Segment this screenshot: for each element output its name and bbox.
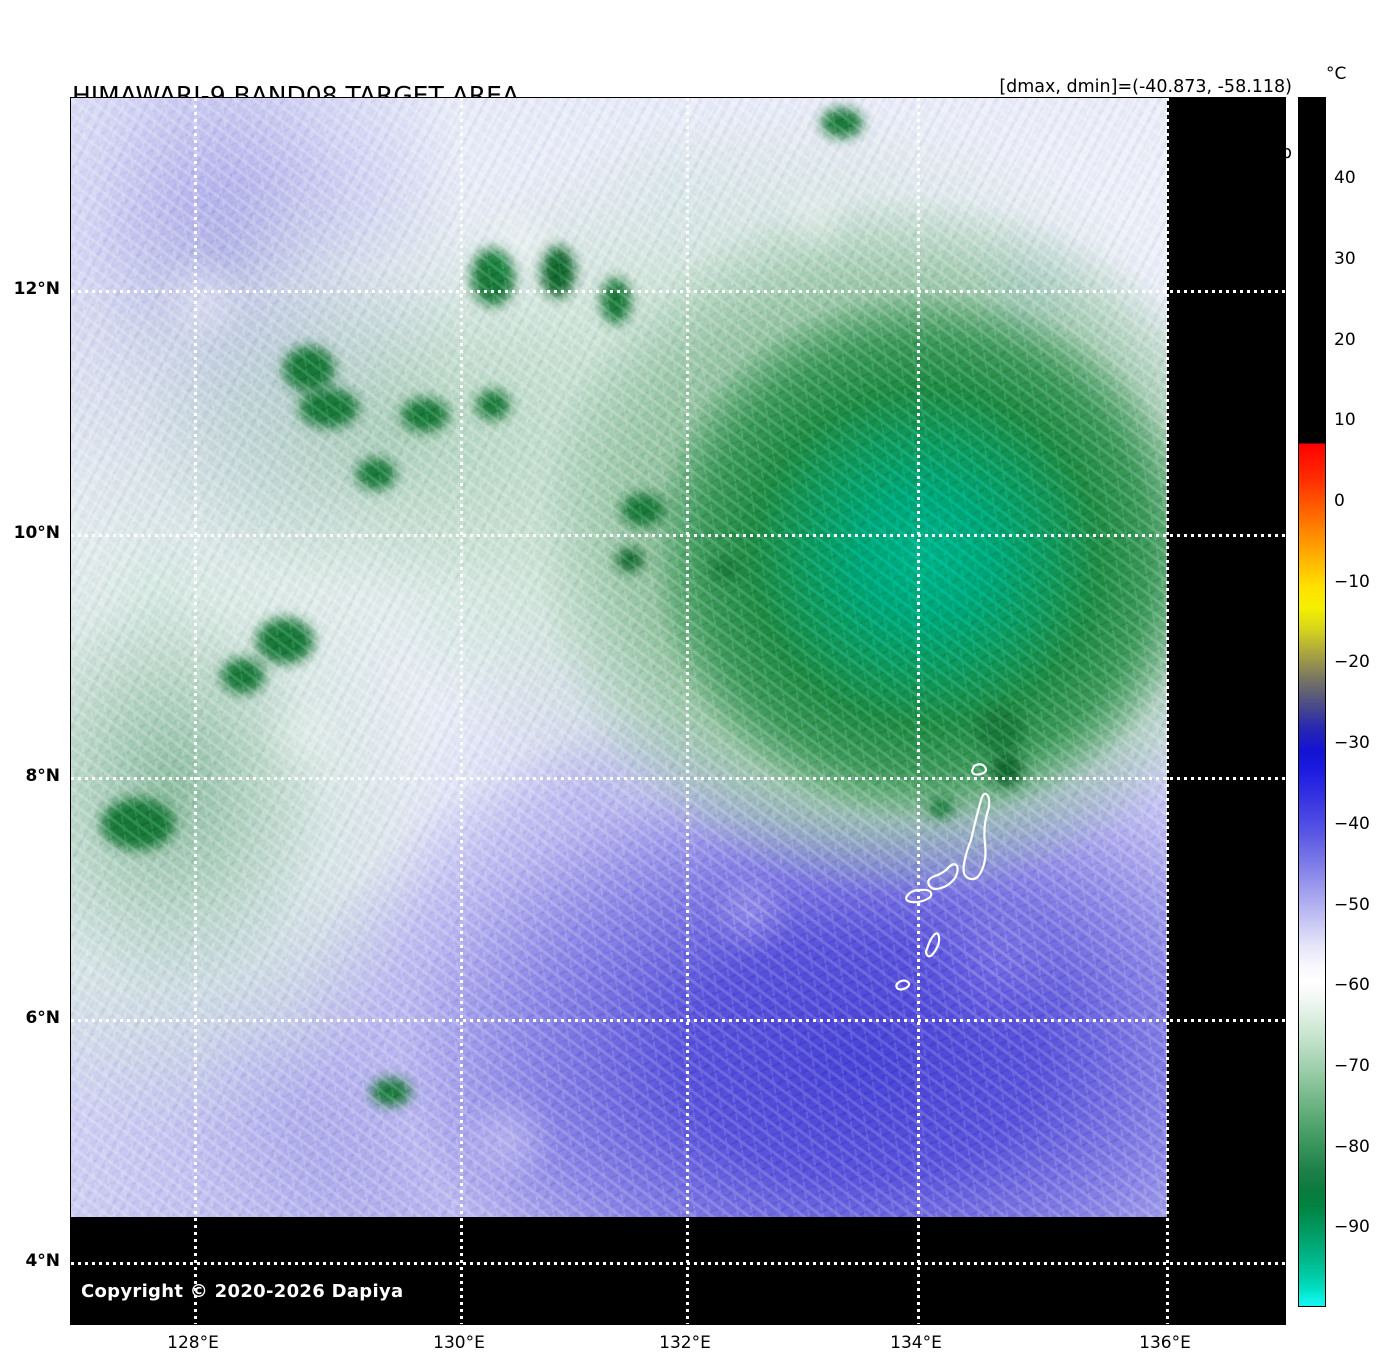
- convective-blob: [356, 458, 396, 490]
- title-line: HIMAWARI-9 BAND08 TARGET AREA: [72, 81, 520, 110]
- convective-blob: [401, 398, 449, 432]
- convective-blob: [821, 108, 863, 138]
- cbar-tick-m40: −40: [1334, 814, 1370, 834]
- convective-blob: [929, 798, 953, 818]
- temperature-colorbar: [1298, 97, 1326, 1307]
- colorbar-gradient: [1299, 98, 1325, 1306]
- dmax-dmin-label: [dmax, dmin]=(-40.873, -58.118): [999, 77, 1292, 97]
- ytick-label-12n: 12°N: [13, 279, 60, 299]
- cbar-tick-m20: −20: [1334, 652, 1370, 672]
- cloud-texture-fine: [71, 98, 1167, 1217]
- xtick-label-130e: 130°E: [433, 1333, 485, 1353]
- cbar-tick-m80: −80: [1334, 1137, 1370, 1157]
- cbar-tick-0: 0: [1334, 491, 1345, 511]
- cloud-texture-streaks: [71, 98, 1167, 1217]
- convective-blob: [299, 388, 359, 428]
- xtick-label-134e: 134°E: [890, 1333, 942, 1353]
- convective-blob: [541, 246, 575, 298]
- convective-blob: [991, 753, 1023, 787]
- convective-blob: [101, 798, 175, 850]
- ytick-label-6n: 6°N: [25, 1008, 60, 1028]
- satellite-image-raster: [71, 98, 1167, 1217]
- cbar-tick-10: 10: [1334, 410, 1356, 430]
- convective-blob: [621, 493, 665, 527]
- cbar-tick-20: 20: [1334, 330, 1356, 350]
- cbar-tick-40: 40: [1334, 168, 1356, 188]
- convective-blob: [616, 548, 644, 572]
- copyright-notice: Copyright © 2020-2026 Dapiya: [81, 1281, 404, 1302]
- cbar-tick-m10: −10: [1334, 572, 1370, 592]
- ytick-label-10n: 10°N: [13, 523, 60, 543]
- ytick-label-4n: 4°N: [25, 1251, 60, 1271]
- cbar-tick-m50: −50: [1334, 895, 1370, 915]
- satellite-plot-frame: Copyright © 2020-2026 Dapiya: [70, 97, 1286, 1325]
- convective-blob: [256, 618, 314, 664]
- convective-blob: [471, 248, 515, 306]
- cbar-tick-m70: −70: [1334, 1056, 1370, 1076]
- colorbar-unit-label: °C: [1326, 64, 1347, 84]
- cbar-tick-m90: −90: [1334, 1217, 1370, 1237]
- cbar-tick-m30: −30: [1334, 733, 1370, 753]
- convective-blob: [976, 708, 1024, 752]
- convective-blob: [371, 1078, 411, 1106]
- convective-blob: [476, 390, 510, 420]
- convective-blob: [221, 658, 265, 694]
- convective-blob: [601, 278, 631, 324]
- convective-blob: [283, 346, 335, 392]
- xtick-label-128e: 128°E: [167, 1333, 219, 1353]
- xtick-label-132e: 132°E: [659, 1333, 711, 1353]
- cbar-tick-m60: −60: [1334, 975, 1370, 995]
- gridline-lat-4: [71, 1262, 1285, 1265]
- xtick-label-136e: 136°E: [1139, 1333, 1191, 1353]
- ytick-label-8n: 8°N: [25, 766, 60, 786]
- cbar-tick-30: 30: [1334, 249, 1356, 269]
- cloud-texture-cells: [71, 98, 1167, 1217]
- convective-blob: [711, 558, 741, 580]
